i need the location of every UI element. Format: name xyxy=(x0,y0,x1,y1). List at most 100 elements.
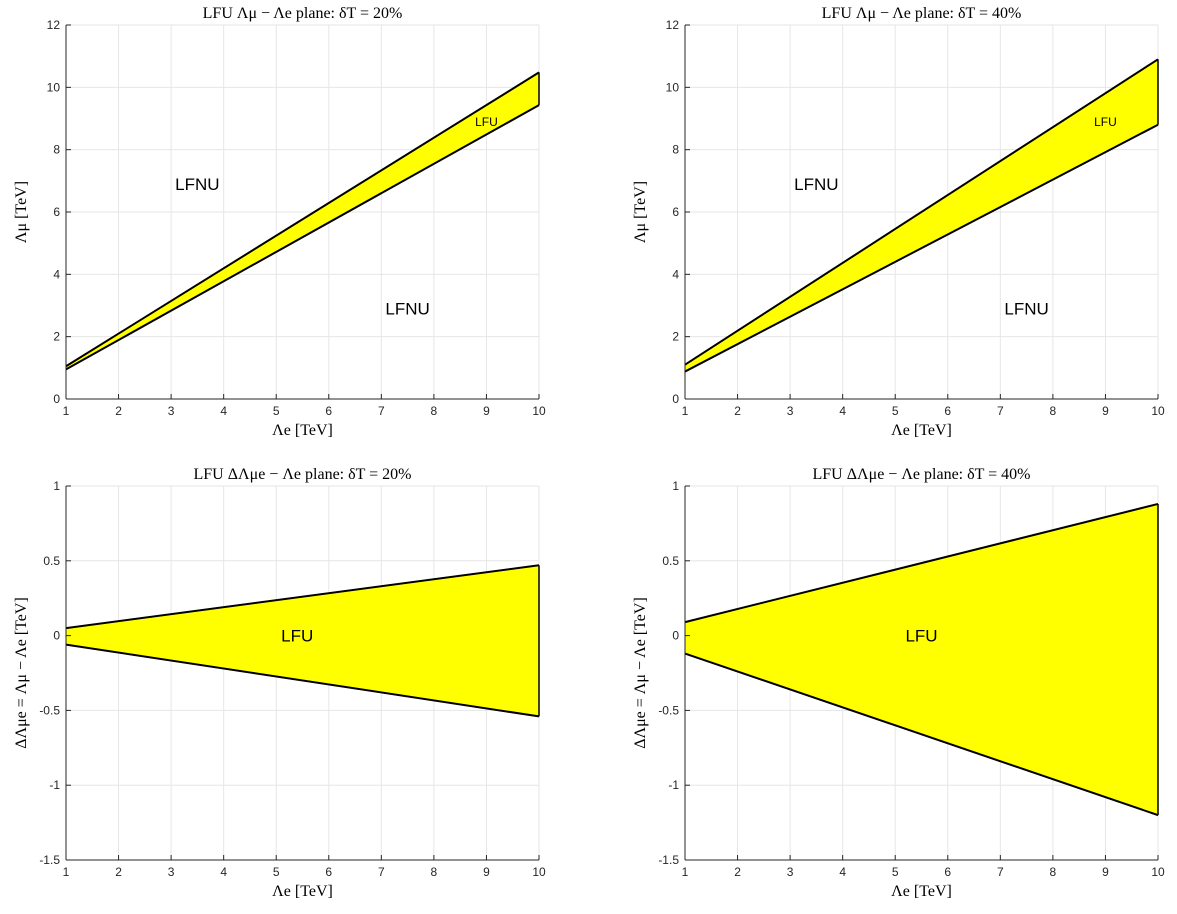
x-tick-label: 8 xyxy=(1050,865,1057,879)
x-tick-label: 3 xyxy=(787,865,794,879)
x-tick-label: 9 xyxy=(1102,404,1109,418)
lfu-band xyxy=(685,503,1158,816)
band-lower-edge xyxy=(65,104,540,371)
x-tick-label: 10 xyxy=(532,404,546,418)
x-tick-label: 3 xyxy=(787,404,794,418)
y-tick-label: 4 xyxy=(672,267,679,281)
y-tick-label: 8 xyxy=(53,143,60,157)
x-tick-label: 9 xyxy=(1102,865,1109,879)
x-tick-label: 5 xyxy=(892,865,899,879)
y-tick-label: 10 xyxy=(47,80,61,94)
x-tick-label: 8 xyxy=(431,865,438,879)
x-tick-label: 2 xyxy=(115,865,122,879)
y-tick-label: 0.5 xyxy=(662,554,679,568)
band-upper-edge xyxy=(65,71,540,368)
x-tick-label: 9 xyxy=(483,404,490,418)
y-tick-label: 1 xyxy=(53,479,60,493)
y-tick-label: 10 xyxy=(666,80,680,94)
y-axis-label: ΔΛμe = Λμ − Λe [TeV] xyxy=(632,597,649,749)
y-axis-label: ΔΛμe = Λμ − Λe [TeV] xyxy=(13,597,30,749)
region-label-lfu: LFU xyxy=(905,627,937,646)
x-tick-label: 5 xyxy=(273,865,280,879)
y-tick-label: 12 xyxy=(666,18,680,32)
region-label-lfu: LFU xyxy=(281,627,313,646)
x-tick-label: 2 xyxy=(734,404,741,418)
y-axis-label: Λμ [TeV] xyxy=(13,181,30,243)
lfu-band xyxy=(685,59,1158,372)
x-tick-label: 5 xyxy=(273,404,280,418)
x-tick-label: 10 xyxy=(1151,404,1165,418)
y-tick-label: 12 xyxy=(47,18,61,32)
y-tick-label: 6 xyxy=(672,205,679,219)
x-tick-label: 6 xyxy=(944,865,951,879)
y-tick-label: 6 xyxy=(53,205,60,219)
y-tick-label: 0 xyxy=(672,629,679,643)
y-tick-label: 8 xyxy=(672,143,679,157)
x-tick-label: 9 xyxy=(483,865,490,879)
x-tick-label: 7 xyxy=(378,865,385,879)
band-lower-edge xyxy=(684,123,1159,373)
x-tick-label: 8 xyxy=(1050,404,1057,418)
y-tick-label: -1.5 xyxy=(658,853,679,867)
x-tick-label: 10 xyxy=(532,865,546,879)
x-tick-label: 2 xyxy=(115,404,122,418)
x-tick-label: 1 xyxy=(682,404,689,418)
lfu-band xyxy=(66,565,539,717)
y-tick-label: 2 xyxy=(672,330,679,344)
x-tick-label: 8 xyxy=(431,404,438,418)
x-axis-label: Λe [TeV] xyxy=(272,883,333,900)
x-tick-label: 4 xyxy=(839,865,846,879)
region-label-lfnu: LFNU xyxy=(175,175,219,194)
x-axis-label: Λe [TeV] xyxy=(272,422,333,439)
chart-panel-3: 1 2 3 4 5 6 7 8 9 10 -1.5 -1 -0.5 0 0.5 1 LFU ΔΛμe − Λe … xyxy=(13,466,546,900)
chart-panel-4: 1 2 3 4 5 6 7 8 9 10 -1.5 -1 -0.5 0 0.5 1 LFU ΔΛμe − Λe … xyxy=(632,466,1165,900)
x-tick-label: 7 xyxy=(997,404,1004,418)
region-label-lfu: LFU xyxy=(1094,115,1117,129)
y-tick-label: 0.5 xyxy=(43,554,60,568)
y-tick-label: -1 xyxy=(668,778,679,792)
x-tick-label: 6 xyxy=(325,865,332,879)
band-upper-edge xyxy=(684,58,1159,366)
band-upper-edge xyxy=(684,502,1159,624)
y-axis-label: Λμ [TeV] xyxy=(632,181,649,243)
band-lower-edge xyxy=(684,652,1159,817)
x-axis-label: Λe [TeV] xyxy=(891,422,952,439)
x-axis-label: Λe [TeV] xyxy=(891,883,952,900)
y-tick-label: 2 xyxy=(53,330,60,344)
x-tick-label: 5 xyxy=(892,404,899,418)
region-label-lfnu: LFNU xyxy=(385,300,429,319)
y-tick-label: 0 xyxy=(53,392,60,406)
x-tick-label: 10 xyxy=(1151,865,1165,879)
x-tick-label: 3 xyxy=(168,865,175,879)
y-tick-label: 0 xyxy=(53,629,60,643)
region-label-lfnu: LFNU xyxy=(1004,300,1048,319)
x-tick-label: 4 xyxy=(220,865,227,879)
band-upper-edge xyxy=(65,564,540,630)
chart-title: LFU Λμ − Λe plane: δT = 20% xyxy=(203,5,403,22)
x-tick-label: 7 xyxy=(378,404,385,418)
x-tick-label: 1 xyxy=(63,865,70,879)
y-tick-label: -1.5 xyxy=(39,853,60,867)
band-lower-edge xyxy=(65,643,540,718)
x-tick-label: 1 xyxy=(682,865,689,879)
chart-title: LFU Λμ − Λe plane: δT = 40% xyxy=(822,5,1022,22)
y-tick-label: -0.5 xyxy=(658,703,679,717)
chart-title: LFU ΔΛμe − Λe plane: δT = 40% xyxy=(813,466,1031,483)
y-tick-label: -1 xyxy=(49,778,60,792)
chart-title: LFU ΔΛμe − Λe plane: δT = 20% xyxy=(194,466,412,483)
x-tick-label: 4 xyxy=(220,404,227,418)
x-tick-label: 1 xyxy=(63,404,70,418)
x-tick-label: 3 xyxy=(168,404,175,418)
y-tick-label: 0 xyxy=(672,392,679,406)
x-tick-label: 6 xyxy=(325,404,332,418)
x-tick-label: 4 xyxy=(839,404,846,418)
y-tick-label: 1 xyxy=(672,479,679,493)
x-tick-label: 7 xyxy=(997,865,1004,879)
region-label-lfnu: LFNU xyxy=(794,175,838,194)
region-label-lfu: LFU xyxy=(475,115,498,129)
y-tick-label: 4 xyxy=(53,267,60,281)
x-tick-label: 6 xyxy=(944,404,951,418)
